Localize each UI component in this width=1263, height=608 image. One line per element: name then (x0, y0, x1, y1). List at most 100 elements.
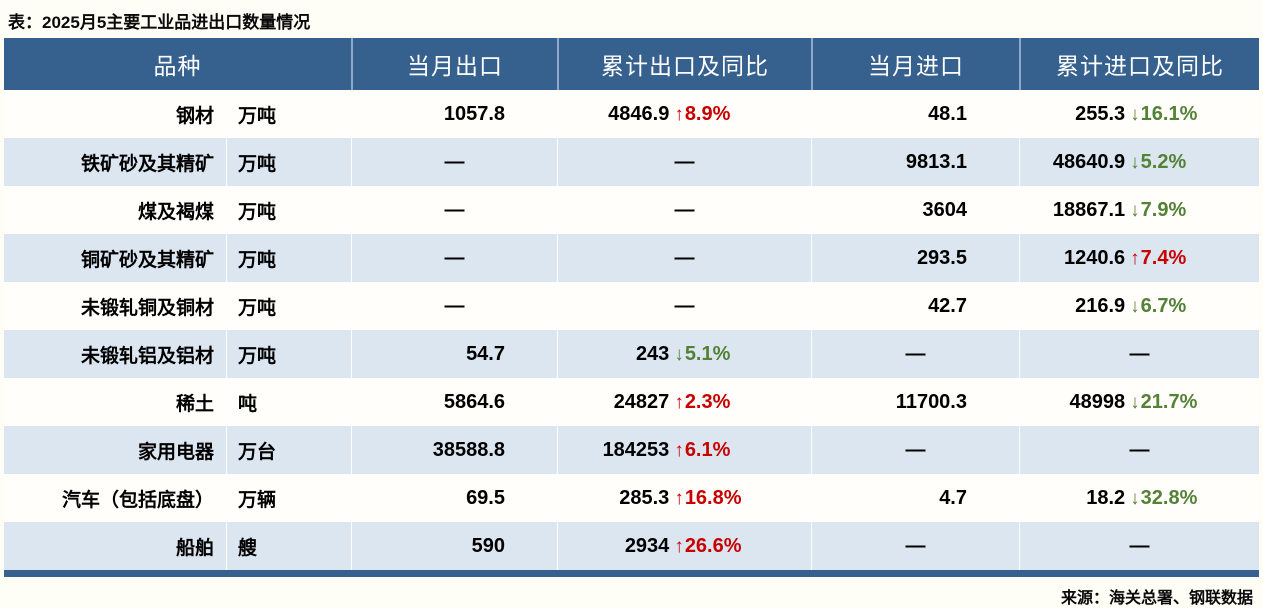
export-cum-cell: — (557, 282, 811, 330)
cum-pct: 5.2% (1140, 150, 1187, 173)
product-name: 未锻轧铝及铝材 (80, 345, 214, 367)
cum-value: 4846.9 (608, 102, 670, 125)
down-arrow-icon: ↓ (674, 343, 684, 365)
down-arrow-icon: ↓ (1130, 199, 1140, 221)
import-month-cell: 48.1 (811, 90, 1019, 138)
import-cum-cell: — (1019, 522, 1259, 570)
export-month-cell: 5864.6 (351, 378, 557, 426)
cum-value: — (1129, 438, 1150, 461)
export-cum-cell: — (557, 234, 811, 282)
import-month-cell: 4.7 (811, 474, 1019, 522)
cum-pct: 21.7% (1140, 390, 1198, 413)
import-cum-cell: 18.2 ↓32.8% (1019, 474, 1259, 522)
table-bottom-bar (4, 570, 1259, 577)
import-month-cell: — (811, 426, 1019, 474)
import-cum-cell: — (1019, 330, 1259, 378)
cum-value: 285.3 (619, 486, 670, 509)
cum-value: 48998 (1069, 390, 1126, 413)
cum-value: — (674, 198, 695, 221)
cum-change: ↑26.6% (669, 535, 741, 558)
cum-pct: 16.8% (684, 486, 742, 509)
table-body: 钢材 万吨 1057.8 4846.9 ↑8.9% 48.1 255.3 ↓16… (4, 90, 1259, 570)
export-month-cell: 590 (351, 522, 557, 570)
up-arrow-icon: ↑ (674, 535, 684, 557)
cum-value: 2934 (624, 534, 670, 557)
cum-change: ↑7.4% (1125, 247, 1186, 270)
up-arrow-icon: ↑ (674, 391, 684, 413)
export-month-cell: 54.7 (351, 330, 557, 378)
table-row: 钢材 万吨 1057.8 4846.9 ↑8.9% 48.1 255.3 ↓16… (4, 90, 1259, 138)
product-name: 家用电器 (137, 441, 214, 463)
down-arrow-icon: ↓ (1130, 151, 1140, 173)
header-cell-export-cum: 累计出口及同比 (557, 38, 811, 90)
trade-table: 品种 当月出口 累计出口及同比 当月进口 累计进口及同比 钢材 万吨 1057.… (4, 38, 1259, 570)
cum-change: ↓16.1% (1125, 103, 1197, 126)
export-month-cell: 38588.8 (351, 426, 557, 474)
cum-change: ↓6.7% (1125, 295, 1186, 318)
cum-pct: 8.9% (684, 102, 731, 125)
cum-change: ↓7.9% (1125, 199, 1186, 222)
export-cum-cell: — (557, 186, 811, 234)
header-cell-import-cum: 累计进口及同比 (1019, 38, 1259, 90)
export-cum-cell: 184253 ↑6.1% (557, 426, 811, 474)
cum-pct: 6.1% (684, 438, 731, 461)
export-month-cell: 69.5 (351, 474, 557, 522)
cum-value: 24827 (613, 390, 670, 413)
product-unit: 吨 (226, 378, 351, 426)
import-month-cell: 42.7 (811, 282, 1019, 330)
cum-value: 1240.6 (1063, 246, 1126, 269)
product-unit: 万吨 (226, 282, 351, 330)
cum-value: — (1129, 342, 1150, 365)
cum-change: ↓32.8% (1125, 487, 1197, 510)
cum-value: 243 (635, 342, 670, 365)
down-arrow-icon: ↓ (1130, 391, 1140, 413)
cum-value: 18867.1 (1052, 198, 1126, 221)
export-month-cell: 1057.8 (351, 90, 557, 138)
import-month-cell: 11700.3 (811, 378, 1019, 426)
up-arrow-icon: ↑ (674, 439, 684, 461)
cum-value: — (1129, 534, 1150, 557)
product-name: 汽车（包括底盘） (61, 489, 214, 511)
export-cum-cell: 24827 ↑2.3% (557, 378, 811, 426)
cum-pct: 5.1% (684, 342, 731, 365)
product-unit: 万吨 (226, 90, 351, 138)
product-name: 船舶 (175, 537, 214, 559)
up-arrow-icon: ↑ (674, 103, 684, 125)
import-cum-cell: — (1019, 426, 1259, 474)
up-arrow-icon: ↑ (1130, 247, 1140, 269)
cum-value: — (674, 150, 695, 173)
export-cum-cell: 4846.9 ↑8.9% (557, 90, 811, 138)
product-name: 铜矿砂及其精矿 (80, 249, 214, 271)
table-row: 铁矿砂及其精矿 万吨 — — 9813.1 48640.9 ↓5.2% (4, 138, 1259, 186)
product-unit: 万吨 (226, 330, 351, 378)
cum-change: ↑8.9% (669, 103, 730, 126)
cum-value: 48640.9 (1052, 150, 1126, 173)
product-name: 钢材 (175, 105, 214, 127)
cum-value: 216.9 (1075, 294, 1126, 317)
table-row: 未锻轧铜及铜材 万吨 — — 42.7 216.9 ↓6.7% (4, 282, 1259, 330)
cum-change: ↓5.2% (1125, 151, 1186, 174)
import-cum-cell: 48640.9 ↓5.2% (1019, 138, 1259, 186)
product-unit: 万吨 (226, 186, 351, 234)
import-cum-cell: 255.3 ↓16.1% (1019, 90, 1259, 138)
import-cum-cell: 1240.6 ↑7.4% (1019, 234, 1259, 282)
export-month-cell: — (351, 186, 557, 234)
cum-value: 184253 (602, 438, 670, 461)
import-cum-cell: 18867.1 ↓7.9% (1019, 186, 1259, 234)
table-row: 船舶 艘 590 2934 ↑26.6% — — (4, 522, 1259, 570)
export-month-cell: — (351, 138, 557, 186)
export-cum-cell: — (557, 138, 811, 186)
cum-change: ↑2.3% (669, 391, 730, 414)
table-header-row: 品种 当月出口 累计出口及同比 当月进口 累计进口及同比 (4, 38, 1259, 90)
cum-change: ↑16.8% (669, 487, 741, 510)
product-unit: 万台 (226, 426, 351, 474)
cum-change: ↓21.7% (1125, 391, 1197, 414)
header-cell-product: 品种 (153, 54, 202, 79)
cum-pct: 7.9% (1140, 198, 1187, 221)
header-cell-export-month: 当月出口 (351, 38, 557, 90)
cum-pct: 2.3% (684, 390, 731, 413)
header-cell-import-month: 当月进口 (811, 38, 1019, 90)
product-unit: 万吨 (226, 234, 351, 282)
export-cum-cell: 2934 ↑26.6% (557, 522, 811, 570)
cum-value: — (674, 294, 695, 317)
